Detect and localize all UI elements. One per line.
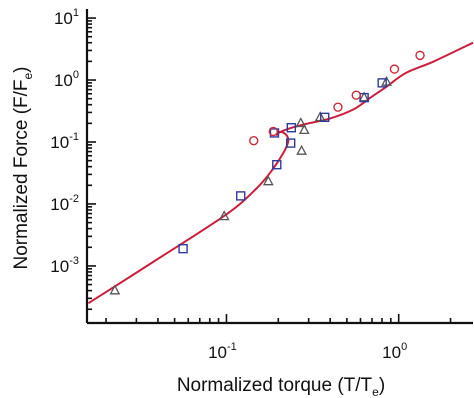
square-marker xyxy=(285,138,296,148)
y-axis-label: Normalized Force (F/Fe) xyxy=(11,66,35,269)
square-marker xyxy=(236,191,246,201)
y-tick-label: 10-3 xyxy=(50,255,79,276)
y-tick-label: 101 xyxy=(54,7,79,28)
x-tick-label: 100 xyxy=(382,341,407,362)
triangle-marker xyxy=(262,175,274,186)
labels-layer: 10-1 100 10-3 10-2 10-1 100 101 Normalized torq… xyxy=(11,7,407,398)
fit-curve-layer xyxy=(87,41,474,305)
y-tick-label: 10-1 xyxy=(50,131,79,152)
triangle-marker xyxy=(298,124,310,135)
triangle-marker xyxy=(109,284,121,295)
markers-layer xyxy=(109,50,425,295)
triangle-marker xyxy=(218,210,230,221)
circle-marker xyxy=(333,102,343,112)
square-marker xyxy=(320,112,330,123)
x-axis-label: Normalized torque (T/Te) xyxy=(177,375,385,398)
y-tick-label: 10-2 xyxy=(50,193,79,214)
square-marker xyxy=(272,160,282,170)
triangle-marker xyxy=(296,144,307,155)
y-tick-label: 100 xyxy=(54,69,79,90)
circle-marker xyxy=(268,126,278,137)
square-marker xyxy=(377,78,387,88)
axes xyxy=(85,9,473,325)
x-tick-label: 10-1 xyxy=(208,341,237,362)
square-marker xyxy=(269,128,280,138)
circle-marker xyxy=(415,50,425,61)
square-marker xyxy=(178,243,188,254)
circle-marker xyxy=(249,135,259,146)
triangle-marker xyxy=(358,91,370,102)
circle-marker xyxy=(351,90,361,100)
square-marker xyxy=(286,123,297,133)
circle-marker xyxy=(389,64,400,74)
fit-curve-line xyxy=(87,41,474,305)
triangle-marker xyxy=(295,117,307,128)
